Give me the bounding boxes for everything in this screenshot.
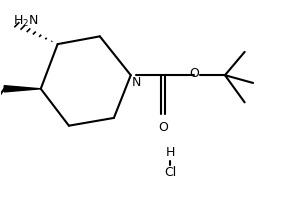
Text: O: O xyxy=(190,67,200,80)
Polygon shape xyxy=(4,86,41,92)
Text: H$_2$N: H$_2$N xyxy=(12,14,38,29)
Text: Cl: Cl xyxy=(164,166,176,179)
Text: H: H xyxy=(166,146,175,159)
Text: O: O xyxy=(158,121,168,134)
Text: N: N xyxy=(132,76,141,89)
